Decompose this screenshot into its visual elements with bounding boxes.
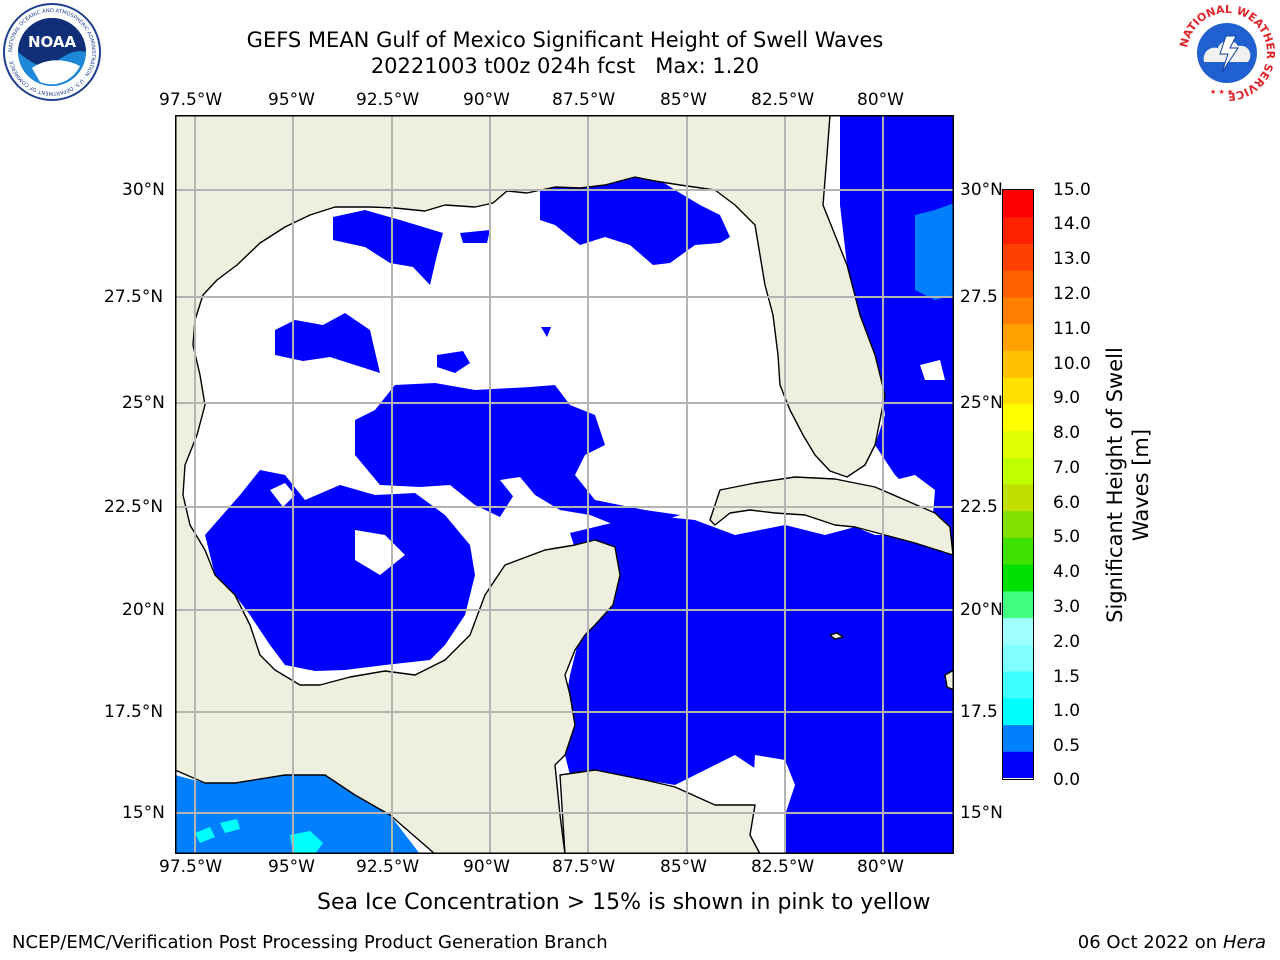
colorbar-swatch	[1003, 216, 1033, 244]
lat-label-left: 15°N	[122, 803, 165, 823]
colorbar-title-line1: Significant Height of Swell	[1103, 347, 1127, 623]
sea-ice-note: Sea Ice Concentration > 15% is shown in …	[317, 890, 931, 915]
colorbar-swatch	[1003, 323, 1033, 351]
colorbar-tick-label: 8.0	[1053, 423, 1081, 443]
colorbar-tick-label: 12.0	[1053, 284, 1091, 304]
lon-label-bottom: 90°W	[463, 857, 510, 877]
colorbar-tick-label: 10.0	[1053, 354, 1091, 374]
credit-text: NCEP/EMC/Verification Post Processing Pr…	[12, 932, 608, 953]
colorbar-tick-label: 13.0	[1053, 249, 1091, 269]
colorbar-tick-label: 3.0	[1053, 597, 1081, 617]
colorbar-swatch	[1003, 403, 1033, 432]
map-subtitle: 20221003 t00z 024h fcst Max: 1.20	[370, 54, 760, 78]
colorbar-swatch	[1003, 724, 1033, 752]
lat-label-left: 17.5°N	[104, 702, 164, 722]
colorbar-tick-label: 1.0	[1053, 701, 1081, 721]
lon-label-bottom: 85°W	[660, 857, 707, 877]
graticule	[175, 115, 954, 854]
svg-text:★ ★ ★: ★ ★ ★	[1210, 88, 1233, 96]
noaa-logo: NATIONAL OCEANIC AND ATMOSPHERIC ADMINIS…	[2, 2, 102, 102]
colorbar-tick-label: 11.0	[1053, 319, 1091, 339]
map-frame	[175, 115, 954, 854]
colorbar-tick-label: 5.0	[1053, 527, 1081, 547]
colorbar-swatches	[1003, 190, 1033, 779]
swell-pacific	[175, 203, 954, 854]
lat-label-right: 22.5	[960, 497, 998, 517]
land-masses	[174, 114, 955, 855]
colorbar-tick-label: 1.5	[1053, 667, 1081, 687]
lat-label-right: 25°N	[960, 393, 1003, 413]
colorbar-swatch	[1003, 270, 1033, 298]
lat-label-right: 15°N	[960, 803, 1003, 823]
map-title: GEFS MEAN Gulf of Mexico Significant Hei…	[246, 28, 884, 52]
lon-label-bottom: 95°W	[268, 857, 315, 877]
colorbar-swatch	[1003, 457, 1033, 485]
colorbar-swatch	[1003, 644, 1033, 672]
lat-label-right: 20°N	[960, 600, 1003, 620]
map-panel	[174, 114, 955, 855]
lon-label-top: 87.5°W	[552, 90, 616, 110]
colorbar-swatch	[1003, 590, 1033, 619]
colorbar-swatch	[1003, 617, 1033, 645]
colorbar	[1002, 189, 1034, 780]
colorbar-tick-label: 4.0	[1053, 562, 1081, 582]
colorbar-swatch	[1003, 243, 1033, 271]
lon-label-bottom: 82.5°W	[751, 857, 815, 877]
lon-label-top: 82.5°W	[751, 90, 815, 110]
colorbar-tick-label: 6.0	[1053, 493, 1081, 513]
host-text: Hera	[1222, 932, 1266, 953]
colorbar-swatch	[1003, 484, 1033, 512]
noaa-logo-text: NOAA	[28, 33, 77, 51]
colorbar-swatch	[1003, 377, 1033, 405]
lon-label-top: 90°W	[463, 90, 510, 110]
colorbar-tick-label: 0.0	[1053, 770, 1081, 790]
nws-logo: NATIONAL WEATHER SERVICE ★ ★ ★	[1176, 2, 1278, 104]
lon-label-top: 92.5°W	[356, 90, 420, 110]
lat-label-left: 27.5°N	[104, 287, 164, 307]
colorbar-tick-label: 9.0	[1053, 388, 1081, 408]
lat-label-left: 22.5°N	[104, 497, 164, 517]
lon-label-top: 80°W	[857, 90, 904, 110]
lon-label-top: 85°W	[660, 90, 707, 110]
lon-label-top: 95°W	[268, 90, 315, 110]
lat-label-right: 30°N	[960, 180, 1003, 200]
colorbar-swatch	[1003, 537, 1033, 565]
colorbar-tick-label: 14.0	[1053, 214, 1091, 234]
colorbar-tick-label: 7.0	[1053, 458, 1081, 478]
lon-label-bottom: 97.5°W	[159, 857, 223, 877]
lat-label-left: 20°N	[122, 600, 165, 620]
colorbar-title-line2: Waves [m]	[1129, 428, 1153, 542]
lat-label-right: 17.5	[960, 702, 998, 722]
colorbar-swatch	[1003, 296, 1033, 325]
colorbar-swatch	[1003, 510, 1033, 538]
lon-label-bottom: 80°W	[857, 857, 904, 877]
lat-label-right: 27.5	[960, 287, 998, 307]
colorbar-swatch	[1003, 671, 1033, 699]
lat-label-left: 30°N	[122, 180, 165, 200]
colorbar-swatch	[1003, 430, 1033, 458]
colorbar-tick-label: 0.5	[1053, 736, 1081, 756]
colorbar-tick-label: 2.0	[1053, 632, 1081, 652]
lat-label-left: 25°N	[122, 393, 165, 413]
colorbar-swatch	[1003, 350, 1033, 378]
lon-label-bottom: 92.5°W	[356, 857, 420, 877]
lon-label-bottom: 87.5°W	[552, 857, 616, 877]
lon-label-top: 97.5°W	[159, 90, 223, 110]
colorbar-swatch	[1003, 564, 1033, 592]
date-stamp: 06 Oct 2022 on Hera	[1078, 932, 1266, 953]
colorbar-tick-label: 15.0	[1053, 180, 1091, 200]
colorbar-swatch	[1003, 751, 1033, 779]
date-text: 06 Oct 2022 on	[1077, 932, 1223, 953]
colorbar-swatch	[1003, 190, 1033, 218]
colorbar-swatch	[1003, 697, 1033, 726]
